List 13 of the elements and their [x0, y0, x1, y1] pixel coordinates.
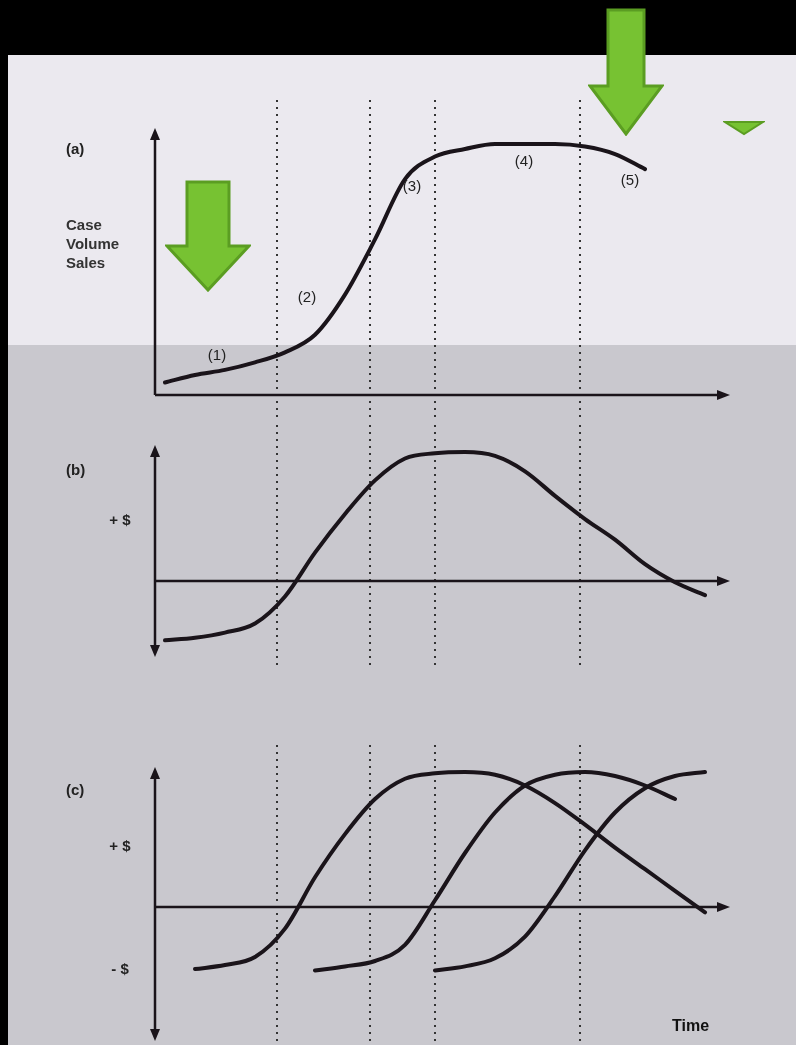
- annotation: (4): [514, 152, 534, 170]
- annotation: (3): [402, 177, 422, 195]
- text: - $: [111, 960, 130, 978]
- text: + $: [109, 511, 132, 529]
- annotation: (2): [297, 288, 317, 306]
- y-axis-title: Case Volume Sales: [66, 215, 121, 272]
- text: (b): [66, 461, 86, 478]
- x-axis-title: Time: [672, 1017, 710, 1035]
- text: + $: [109, 837, 132, 855]
- text: (c): [66, 781, 85, 798]
- annotation: (5): [620, 171, 640, 189]
- annotation: (1): [207, 346, 227, 364]
- chart-title: (a): [66, 140, 85, 157]
